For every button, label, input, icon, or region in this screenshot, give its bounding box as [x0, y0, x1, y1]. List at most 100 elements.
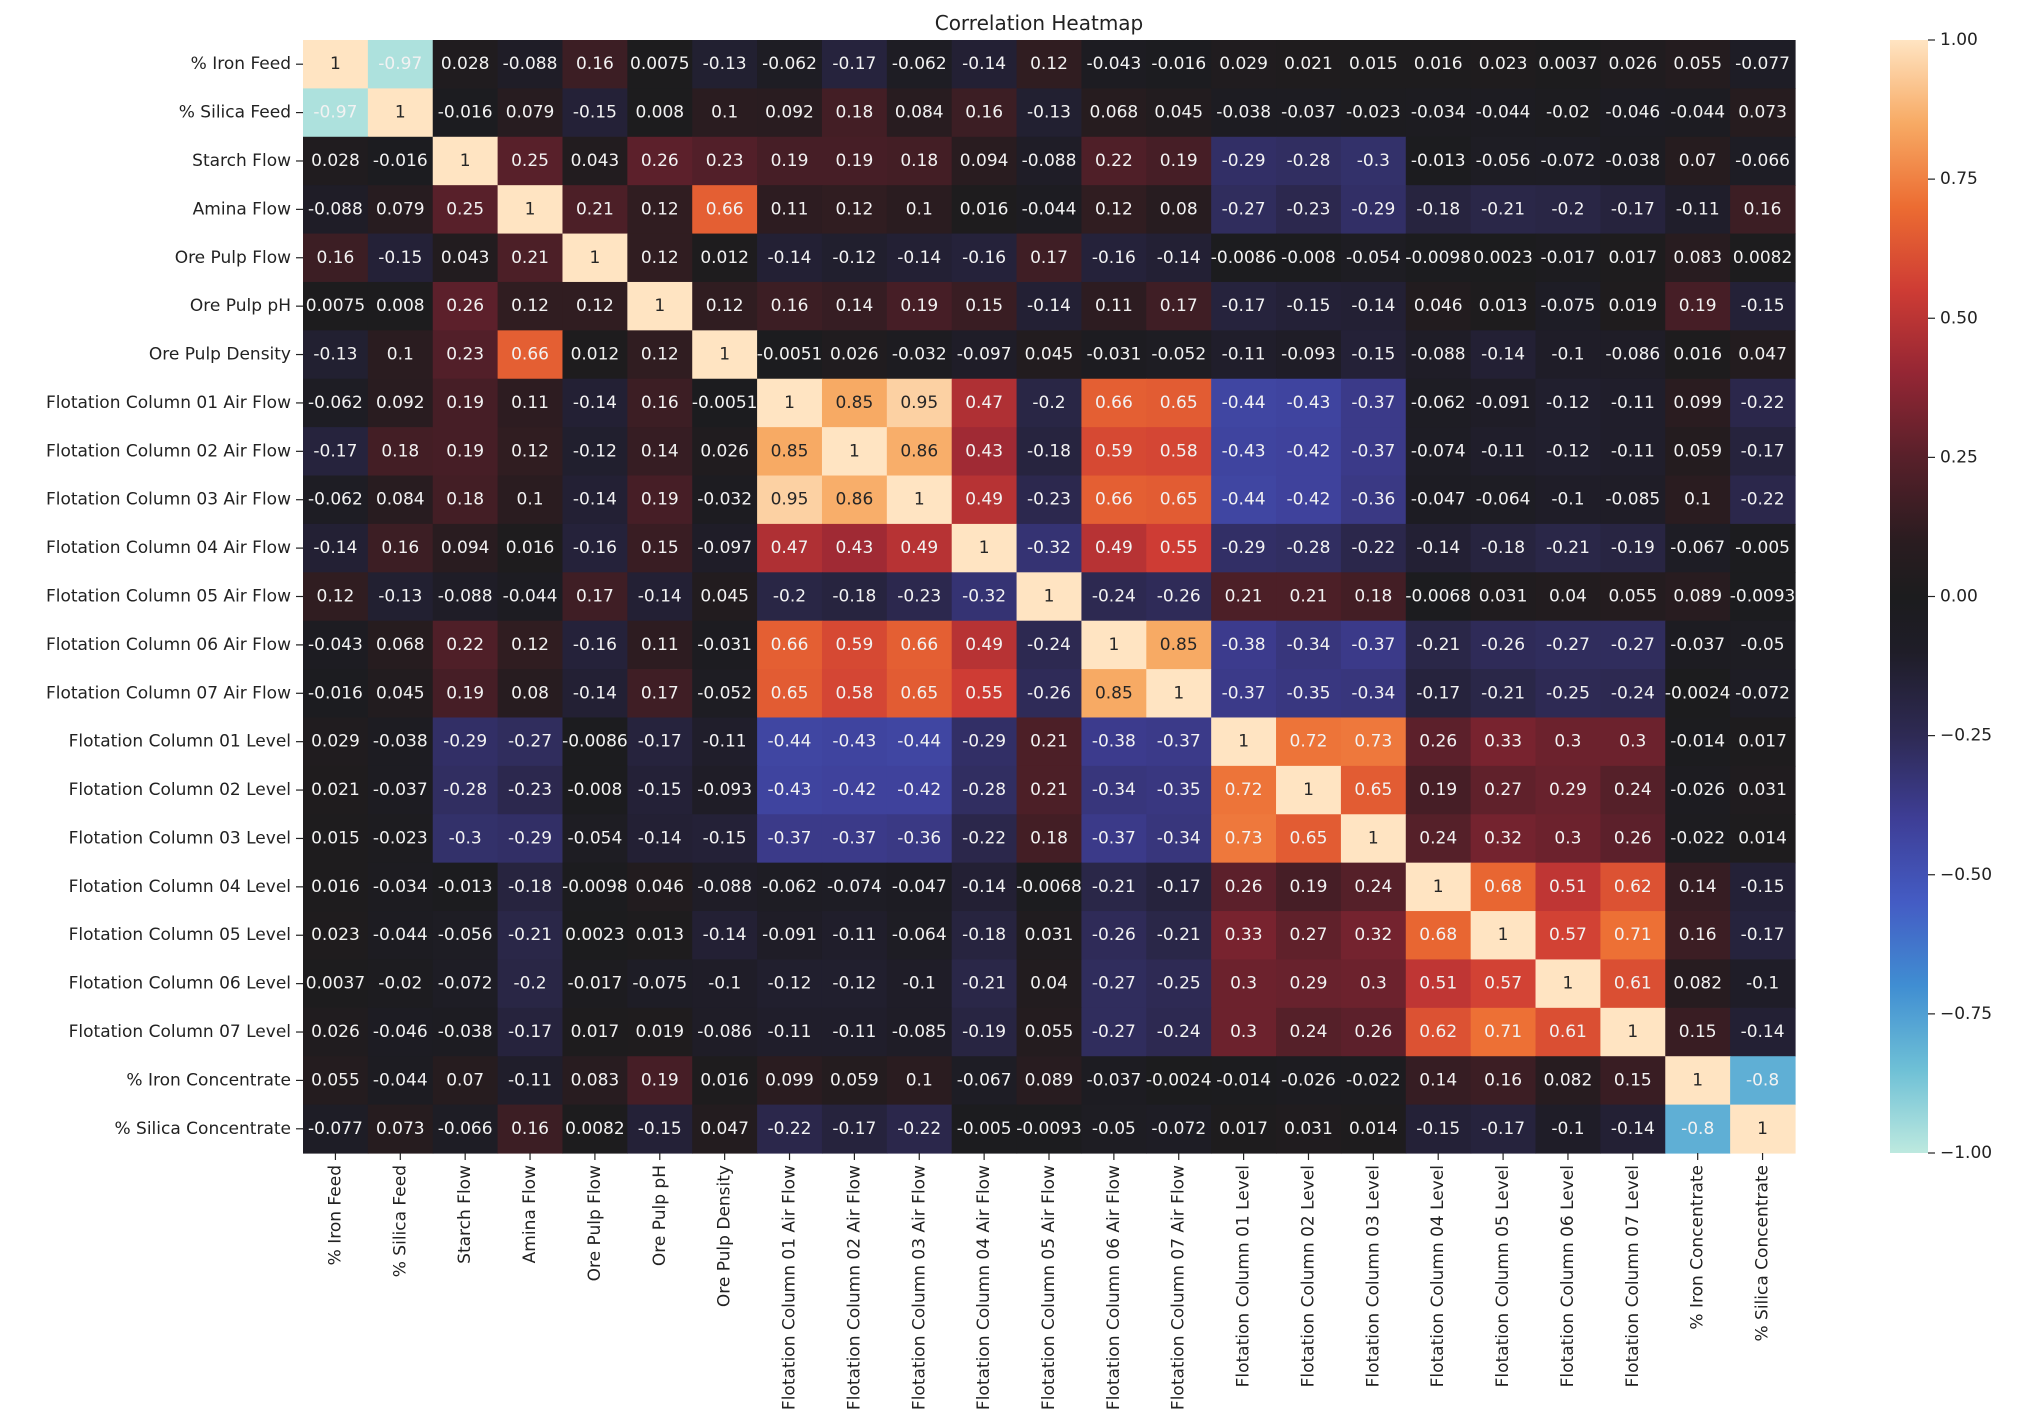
cell-value-label: 0.49: [965, 490, 1003, 510]
heatmap-cell: [1081, 765, 1147, 815]
y-tick-label: Flotation Column 03 Air Flow: [46, 490, 291, 510]
cell-value-label: 0.73: [1225, 828, 1263, 848]
heatmap-cell: [497, 523, 564, 573]
heatmap-cell: [757, 523, 823, 573]
heatmap-cell: [497, 136, 564, 186]
heatmap-cell: [497, 911, 564, 961]
cell-value-label: -0.28: [1286, 538, 1330, 558]
cell-value-label: -0.14: [1351, 296, 1395, 316]
heatmap-cell: [951, 620, 1018, 670]
heatmap-cell: [432, 1007, 499, 1057]
cell-value-label: -0.02: [378, 974, 422, 994]
heatmap-cell: [1665, 620, 1731, 670]
cell-value-label: -0.037: [1670, 635, 1725, 655]
heatmap-cell: [303, 40, 369, 89]
cell-value-label: 0.045: [1025, 345, 1074, 365]
cell-value-label: 0.68: [1419, 925, 1457, 945]
heatmap-cell: [1081, 475, 1147, 525]
heatmap-cell: [1535, 1007, 1601, 1057]
heatmap-cell: [1730, 814, 1796, 864]
heatmap-cell: [367, 281, 434, 331]
cell-value-label: -0.052: [697, 683, 752, 703]
cell-value-label: 0.21: [576, 199, 614, 219]
cell-value-label: 1: [914, 490, 925, 510]
heatmap-cell: [692, 620, 758, 670]
y-tick-label: Flotation Column 07 Air Flow: [46, 683, 291, 703]
heatmap-cell: [1535, 669, 1601, 719]
cell-value-label: -0.031: [1086, 345, 1141, 365]
cell-value-label: 0.016: [506, 538, 555, 558]
cell-value-label: 0.016: [960, 199, 1009, 219]
heatmap-cell: [1470, 717, 1537, 767]
heatmap-cell: [1016, 620, 1083, 670]
cell-value-label: 0.019: [635, 1022, 684, 1042]
heatmap-cell: [1665, 281, 1731, 331]
heatmap-cell: [1405, 572, 1472, 622]
heatmap-cell: [692, 911, 758, 961]
heatmap-cell: [1211, 185, 1277, 235]
heatmap-cell: [497, 281, 564, 331]
heatmap-cell: [1730, 862, 1796, 912]
cell-value-label: 0.1: [906, 1070, 933, 1090]
cell-value-label: 0.29: [1290, 974, 1328, 994]
heatmap-cell: [303, 378, 369, 428]
heatmap-cell: [1535, 523, 1601, 573]
heatmap-cell: [1081, 523, 1147, 573]
cell-value-label: 0.1: [906, 199, 933, 219]
heatmap-cell: [367, 40, 434, 89]
heatmap-cell: [1081, 185, 1147, 235]
heatmap-cell: [1535, 378, 1601, 428]
cell-value-label: 0.25: [446, 199, 484, 219]
cell-value-label: -0.22: [1351, 538, 1395, 558]
cell-value-label: -0.14: [703, 925, 747, 945]
cell-value-label: -0.15: [573, 103, 617, 123]
cell-value-label: 0.11: [511, 393, 549, 413]
cell-value-label: 0.016: [311, 877, 360, 897]
cell-value-label: 0.0082: [1733, 248, 1792, 268]
cell-value-label: 0.33: [1484, 732, 1522, 752]
heatmap-cell: [1600, 40, 1666, 89]
cell-value-label: -0.066: [1735, 151, 1790, 171]
cell-value-label: -0.11: [1611, 393, 1655, 413]
cell-value-label: -0.42: [1286, 441, 1330, 461]
heatmap-cell: [757, 1104, 823, 1154]
heatmap-cell: [1016, 523, 1083, 573]
heatmap-cell: [1340, 185, 1407, 235]
heatmap-cell: [951, 1104, 1018, 1154]
heatmap-cell: [886, 572, 953, 622]
heatmap-cell: [1665, 40, 1731, 89]
cell-value-label: -0.24: [1157, 1022, 1201, 1042]
heatmap-cell: [1535, 959, 1601, 1009]
heatmap-cell: [886, 88, 953, 138]
heatmap-cell: [1600, 911, 1666, 961]
cell-value-label: 0.055: [1608, 587, 1657, 607]
cell-value-label: 0.012: [700, 248, 749, 268]
x-tick-label: % Silica Concentrate: [1753, 1165, 1773, 1342]
heatmap-cell: [886, 40, 953, 89]
heatmap-cell: [1665, 233, 1731, 283]
cell-value-label: -0.13: [378, 587, 422, 607]
cell-value-label: -0.072: [1151, 1119, 1206, 1139]
cell-value-label: -0.38: [1092, 732, 1136, 752]
heatmap-cell: [1600, 1007, 1666, 1057]
y-tick-label: Flotation Column 02 Level: [69, 780, 291, 800]
heatmap-cell: [1081, 572, 1147, 622]
heatmap-cell: [1730, 717, 1796, 767]
cell-value-label: -0.12: [1546, 441, 1590, 461]
heatmap-cell: [497, 1056, 564, 1106]
x-tick-label: Flotation Column 05 Level: [1493, 1165, 1513, 1387]
cell-value-label: 0.031: [1025, 925, 1074, 945]
heatmap-cell: [757, 475, 823, 525]
cell-value-label: 0.19: [900, 296, 938, 316]
heatmap-cell: [1276, 1007, 1342, 1057]
heatmap-cell: [886, 911, 953, 961]
heatmap-cell: [1146, 136, 1212, 186]
heatmap-cell: [886, 378, 953, 428]
heatmap-cell: [627, 1104, 693, 1154]
heatmap-cell: [562, 281, 628, 331]
cell-value-label: 0.092: [765, 103, 814, 123]
y-tick-label: Flotation Column 01 Level: [69, 732, 291, 752]
heatmap-cell: [1730, 185, 1796, 235]
cell-value-label: -0.02: [1546, 103, 1590, 123]
heatmap-cell: [497, 233, 564, 283]
